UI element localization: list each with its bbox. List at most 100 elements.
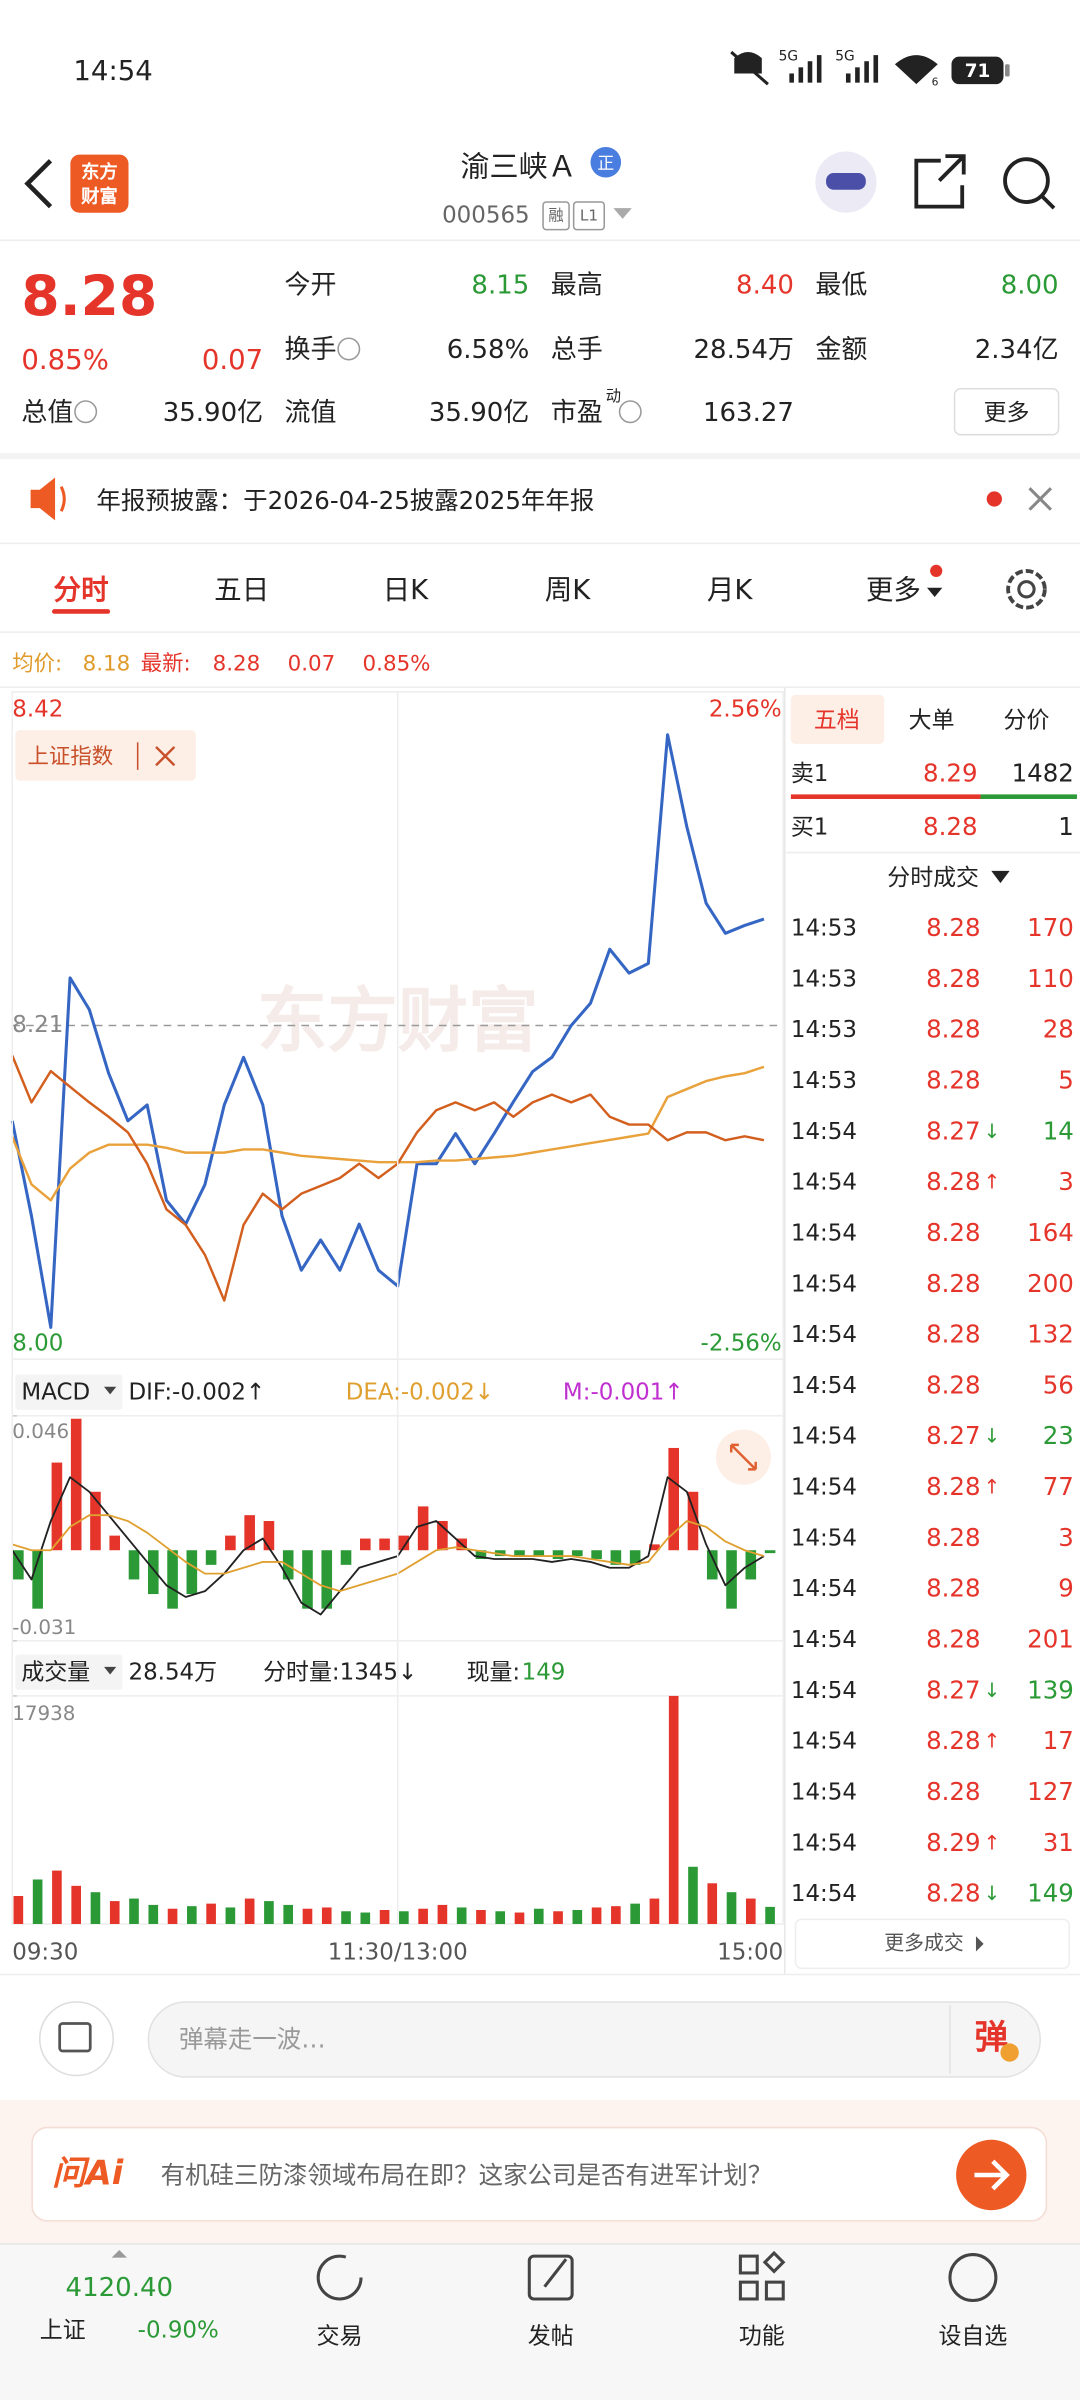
trade-volume: 201 xyxy=(1027,1625,1074,1654)
book-tab[interactable]: 大单 xyxy=(909,707,955,733)
period-tab[interactable]: 五日 xyxy=(214,574,269,606)
tab-item[interactable]: 交易 xyxy=(317,2324,363,2350)
trade-volume: 132 xyxy=(1027,1320,1074,1349)
index-tag-close[interactable] xyxy=(155,746,176,767)
volume-bar xyxy=(379,1909,390,1924)
trade-volume: 5 xyxy=(1058,1066,1074,1095)
period-tab[interactable]: 月K xyxy=(707,574,754,606)
trade-time: 14:54 xyxy=(791,1322,857,1348)
badge-box xyxy=(542,201,570,231)
trade-price: 8.28 xyxy=(926,1320,980,1349)
level-price: 8.29 xyxy=(923,758,977,787)
trade-time: 14:54 xyxy=(791,1119,857,1145)
battery xyxy=(951,56,1004,85)
tab-icons xyxy=(316,2250,998,2303)
unread-dot xyxy=(930,564,943,578)
volume-bar xyxy=(418,1908,428,1924)
index-tag[interactable] xyxy=(15,730,196,781)
trade-volume: 14 xyxy=(1043,1116,1074,1145)
trade-time: 14:54 xyxy=(791,1627,857,1653)
dropdown-arrow[interactable] xyxy=(613,208,632,219)
more-button[interactable] xyxy=(953,388,1060,436)
field-value: 8.15 xyxy=(471,271,529,301)
field-label: 最低 xyxy=(815,271,867,301)
speaker-wave xyxy=(59,486,66,512)
selector-box[interactable] xyxy=(15,1374,123,1410)
macd-line xyxy=(11,1514,765,1593)
avatar-face xyxy=(826,172,866,190)
volume-bar xyxy=(572,1909,583,1924)
selector-box[interactable] xyxy=(15,1654,123,1690)
period-tab[interactable]: 更多 xyxy=(866,574,921,606)
trade-arrow: ↑ xyxy=(984,1171,1001,1194)
macd-bar xyxy=(764,1550,776,1554)
book-tab[interactable]: 分价 xyxy=(1004,707,1050,733)
macd-bar xyxy=(398,1535,410,1551)
field-value: 6.58% xyxy=(447,335,530,365)
x-tick-label: 15:00 xyxy=(717,1940,783,1966)
arrow-icon xyxy=(975,1936,984,1952)
latest-value: 8.28 xyxy=(213,651,261,676)
indicator-arrow xyxy=(111,2250,127,2258)
tab-item[interactable]: 功能 xyxy=(739,2324,785,2350)
ai-question: 有机硅三防漆领域布局在即？这家公司是否有进军计划？ xyxy=(161,2161,773,2190)
index-value[interactable]: 4120.40 xyxy=(66,2273,174,2303)
share-button[interactable] xyxy=(914,154,966,209)
volume-bar xyxy=(726,1892,737,1924)
field-value: 2.34亿 xyxy=(975,335,1059,365)
status-icons: 5G 5G 6 71 xyxy=(730,49,1010,89)
macd-selector: MACD xyxy=(21,1379,90,1405)
tab-item[interactable]: 发帖 xyxy=(528,2324,574,2350)
comment-icon xyxy=(58,2022,92,2053)
info-icon[interactable] xyxy=(337,337,361,361)
field-value: 163.27 xyxy=(703,398,794,428)
comment-input[interactable] xyxy=(147,2001,1041,2078)
now-label: 现量: xyxy=(467,1659,521,1685)
field-label: 换手 xyxy=(285,335,337,365)
volume-bar xyxy=(264,1901,274,1924)
trade-price: 8.28 xyxy=(926,913,980,942)
field-value: 35.90亿 xyxy=(163,398,263,428)
tab-item[interactable]: 设自选 xyxy=(939,2324,1008,2350)
info-icon[interactable] xyxy=(618,400,642,424)
trade-time: 14:54 xyxy=(791,1576,857,1602)
field-label: 今开 xyxy=(285,271,337,301)
app-logo[interactable] xyxy=(70,154,129,213)
book-tab[interactable]: 五档 xyxy=(814,707,860,733)
trade-volume: 127 xyxy=(1027,1777,1074,1806)
trade-volume: 139 xyxy=(1027,1675,1074,1704)
trade-arrow: ↓ xyxy=(984,1120,1001,1143)
quote-fields: 今开 8.15 最高 8.40 最低 8.00 换手 6.58% 总手 28.54万 金额 2.34亿… xyxy=(21,271,1058,428)
period-tab[interactable]: 周K xyxy=(545,574,592,606)
notice-text[interactable]: 年报预披露：于2026-04-25披露2025年年报 xyxy=(96,486,594,515)
volume-bar xyxy=(341,1911,351,1924)
trade-price: 8.28 xyxy=(926,1777,980,1806)
volume-bar xyxy=(533,1908,544,1924)
dropdown-arrow xyxy=(104,1386,117,1395)
info-icon[interactable] xyxy=(74,400,98,424)
settings-button[interactable] xyxy=(1006,569,1047,610)
trade-price: 8.28 xyxy=(926,1370,980,1399)
trade-time: 14:54 xyxy=(791,1373,857,1399)
period-tab[interactable]: 分时 xyxy=(54,574,109,606)
period-tab[interactable]: 日K xyxy=(383,574,430,606)
volume-bar xyxy=(514,1912,525,1924)
search-button[interactable] xyxy=(1003,157,1050,204)
mute-icon xyxy=(734,52,762,74)
dropdown-arrow xyxy=(991,870,1010,884)
back-button[interactable] xyxy=(24,159,53,209)
field-sup: 动 xyxy=(606,387,621,405)
trades-title: 分时成交 xyxy=(887,865,979,891)
comment-menu[interactable] xyxy=(39,2001,114,2077)
more-trades-button[interactable] xyxy=(794,1918,1071,1970)
mute-slash xyxy=(730,50,769,86)
trade-time: 14:54 xyxy=(791,1475,857,1501)
ai-card[interactable] xyxy=(31,2126,1048,2222)
field-value: 28.54万 xyxy=(694,335,794,365)
macd-bar xyxy=(244,1515,255,1551)
trade-icon xyxy=(316,2254,363,2301)
macd-line xyxy=(11,1476,765,1616)
close-notice[interactable] xyxy=(1028,487,1053,511)
watch-icon xyxy=(948,2253,998,2303)
